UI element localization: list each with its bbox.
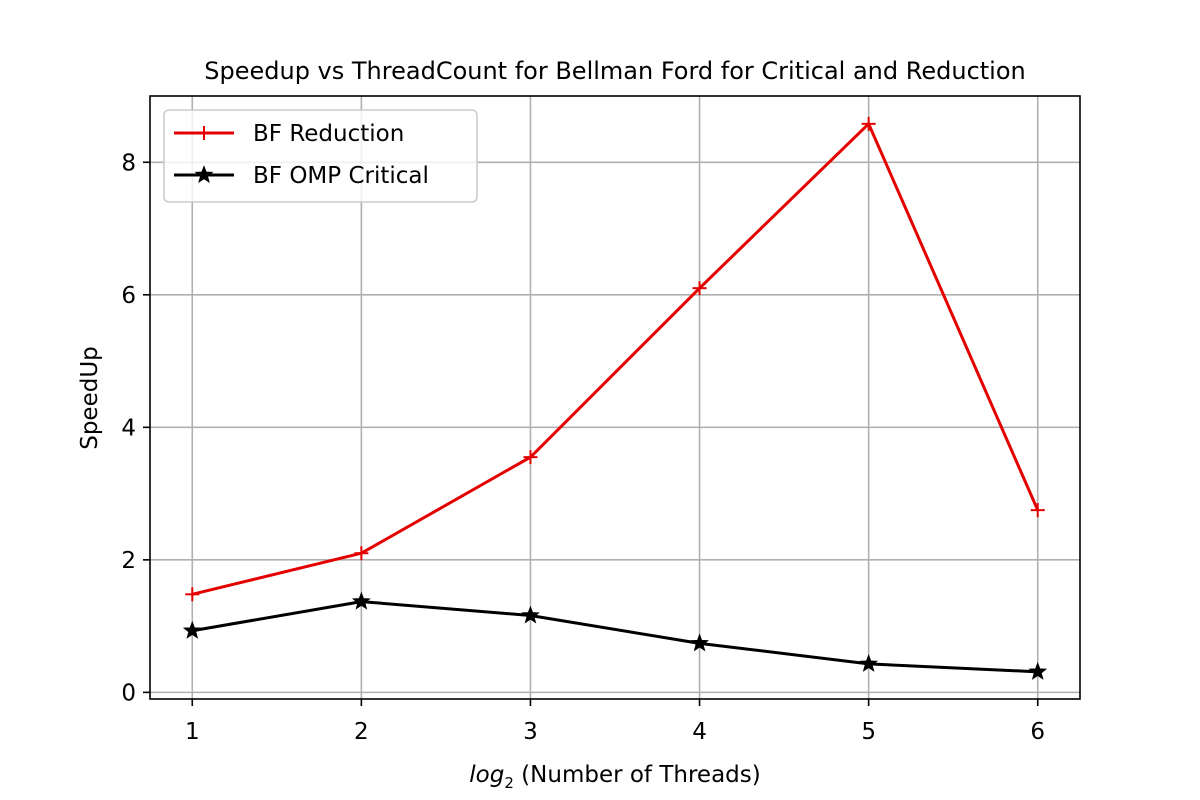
plot-frame: [149, 95, 1081, 700]
legend-box: [163, 109, 478, 203]
series-bf-reduction: [185, 116, 1045, 602]
star-marker: [1028, 661, 1048, 680]
x-axis-label: log2 (Number of Threads): [469, 762, 760, 792]
star-marker: [194, 165, 214, 184]
x-tick-label: 5: [861, 719, 876, 745]
star-marker: [521, 605, 540, 624]
series-line: [191, 122, 1040, 596]
legend: BF Reduction BF OMP Critical: [163, 109, 478, 203]
x-tick-label: 6: [1030, 719, 1045, 745]
grid-lines: [150, 96, 1080, 699]
y-tick-label: 8: [121, 150, 136, 176]
x-tick-label: 4: [692, 719, 707, 745]
star-marker: [859, 653, 879, 672]
star-marker: [351, 591, 371, 610]
star-marker: [182, 620, 202, 639]
legend-entry: BF OMP Critical: [174, 163, 429, 189]
legend-label: BF OMP Critical: [253, 163, 429, 189]
series-line: [192, 600, 1038, 674]
series-bf-omp-critical: [182, 591, 1048, 680]
y-tick-label: 0: [121, 680, 136, 706]
legend-label: BF Reduction: [253, 121, 404, 147]
x-tick-label: 1: [185, 719, 200, 745]
y-tick-label: 4: [121, 415, 136, 441]
series-layer: [182, 116, 1048, 680]
axis-ticks: 1 2 3 4 5 6 0 2 4 6 8: [121, 150, 1045, 745]
chart-title: Speedup vs ThreadCount for Bellman Ford …: [204, 57, 1025, 85]
x-tick-label: 2: [354, 719, 369, 745]
legend-entry: BF Reduction: [174, 121, 404, 147]
y-axis-label: SpeedUp: [77, 346, 103, 450]
y-tick-label: 2: [121, 548, 136, 574]
y-tick-label: 6: [121, 283, 136, 309]
star-marker: [690, 633, 709, 652]
x-tick-label: 3: [523, 719, 538, 745]
